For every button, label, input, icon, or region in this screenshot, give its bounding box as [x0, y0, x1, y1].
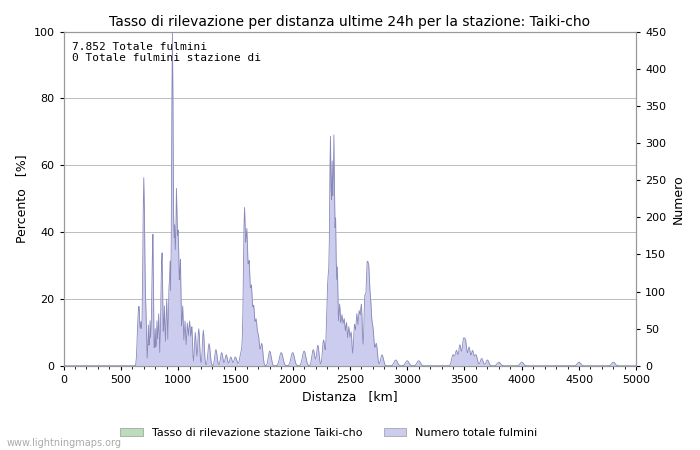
Text: 7.852 Totale fulmini
0 Totale fulmini stazione di: 7.852 Totale fulmini 0 Totale fulmini st…	[72, 41, 261, 63]
Y-axis label: Percento   [%]: Percento [%]	[15, 154, 28, 243]
Y-axis label: Numero: Numero	[672, 174, 685, 224]
X-axis label: Distanza   [km]: Distanza [km]	[302, 391, 398, 404]
Text: www.lightningmaps.org: www.lightningmaps.org	[7, 438, 122, 448]
Legend: Tasso di rilevazione stazione Taiki-cho, Numero totale fulmini: Tasso di rilevazione stazione Taiki-cho,…	[116, 423, 542, 442]
Title: Tasso di rilevazione per distanza ultime 24h per la stazione: Taiki-cho: Tasso di rilevazione per distanza ultime…	[109, 15, 591, 29]
